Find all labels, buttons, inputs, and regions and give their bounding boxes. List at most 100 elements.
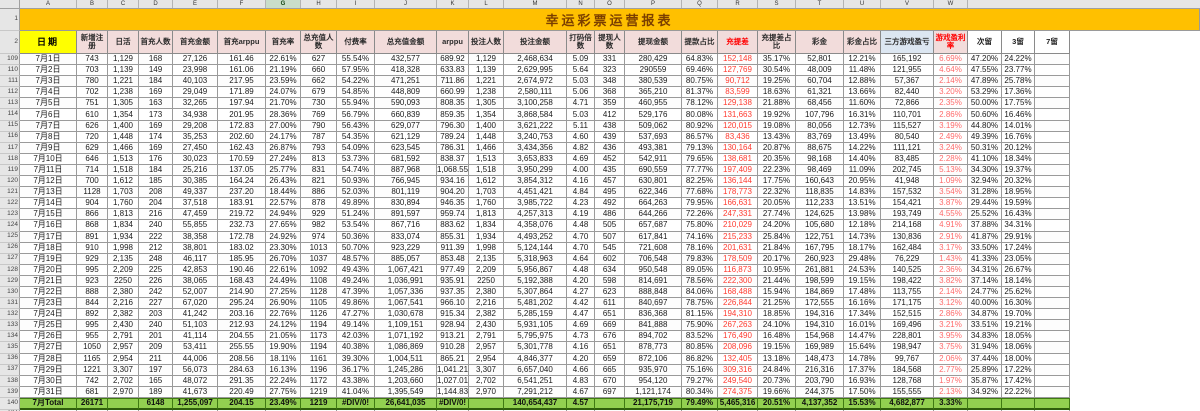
table-row[interactable]: 138 7月30日 742 2,702 165 48,072 291.35 22.24% 117… — [0, 375, 1200, 387]
table-row[interactable]: 131 7月23日 844 2,216 227 67,020 295.24 26.90% 110… — [0, 298, 1200, 310]
row-header-123[interactable]: 123 — [0, 209, 20, 221]
table-row[interactable]: 109 7月1日 743 1,129 168 27,126 161.46 22.61% 627 5… — [0, 54, 1200, 66]
column-header-i[interactable]: I — [337, 0, 375, 8]
table-row[interactable]: 119 7月11日 714 1,518 184 25,216 137.05 25.77% 831… — [0, 164, 1200, 177]
table-row[interactable]: 129 7月21日 923 2250 226 38,065 168.43 24.49% 1108… — [0, 275, 1200, 287]
row-header-115[interactable]: 115 — [0, 120, 20, 132]
row-header-119[interactable]: 119 — [0, 164, 20, 177]
row-header-134[interactable]: 134 — [0, 331, 20, 343]
row-header-132[interactable]: 132 — [0, 309, 20, 321]
row-header-109[interactable]: 109 — [0, 54, 20, 66]
table-row[interactable]: 122 7月14日 904 1,760 204 37,518 183.91 22.57% 878… — [0, 198, 1200, 210]
row-header-138[interactable]: 138 — [0, 375, 20, 387]
column-header-u[interactable]: U — [844, 0, 881, 8]
column-header-b[interactable]: B — [77, 0, 108, 8]
table-row[interactable]: 112 7月4日 702 1,238 169 29,049 171.89 24.07% 679 5… — [0, 87, 1200, 99]
table-row[interactable]: 113 7月5日 751 1,305 163 32,265 197.94 21.70% 730 5… — [0, 98, 1200, 110]
table-row[interactable]: 136 7月28日 1165 2,954 211 44,006 208.56 18.11% 11… — [0, 353, 1200, 365]
row-header-110[interactable]: 110 — [0, 65, 20, 77]
column-header-f[interactable]: F — [218, 0, 266, 8]
column-header-w[interactable]: W — [934, 0, 968, 8]
column-header-g[interactable]: G — [266, 0, 301, 8]
table-row[interactable]: 114 7月6日 610 1,354 173 34,938 201.95 28.36% 769 5… — [0, 109, 1200, 121]
table-row[interactable]: 121 7月13日 1128 1,703 208 49,337 237.20 18.44% 88… — [0, 187, 1200, 199]
row-header-111[interactable]: 111 — [0, 76, 20, 88]
totals-row[interactable]: 140 7月Total 26171 6148 1,255,097 204.15 23.49%… — [0, 397, 1200, 410]
table-row[interactable]: 117 7月9日 629 1,466 169 27,450 162.43 26.87% 793 5… — [0, 142, 1200, 154]
row-header-136[interactable]: 136 — [0, 353, 20, 365]
row-header-129[interactable]: 129 — [0, 275, 20, 287]
row-header-127[interactable]: 127 — [0, 253, 20, 265]
column-header-t[interactable]: T — [796, 0, 844, 8]
table-row[interactable]: 116 7月8日 720 1,448 174 35,253 202.60 24.17% 787 5… — [0, 131, 1200, 143]
row-header-121[interactable]: 121 — [0, 187, 20, 199]
table-row[interactable]: 141 — [0, 409, 1200, 411]
column-header-k[interactable]: K — [437, 0, 469, 8]
column-header-q[interactable]: Q — [682, 0, 718, 8]
cell-r117-c21: 111,121 — [881, 142, 934, 154]
row-header-122[interactable]: 122 — [0, 198, 20, 210]
table-row[interactable]: 134 7月26日 955 2,791 201 41,114 204.55 21.05% 117… — [0, 331, 1200, 343]
table-row[interactable]: 118 7月10日 646 1,513 176 30,023 170.59 27.24% 813… — [0, 153, 1200, 165]
column-header-m[interactable]: M — [504, 0, 567, 8]
row-header-125[interactable]: 125 — [0, 231, 20, 243]
row-header-130[interactable]: 130 — [0, 286, 20, 299]
table-row[interactable]: 137 7月29日 1221 3,307 197 56,073 284.63 16.13% 11… — [0, 364, 1200, 376]
row-header-118[interactable]: 118 — [0, 153, 20, 165]
column-header-j[interactable]: J — [375, 0, 437, 8]
row-header-124[interactable]: 124 — [0, 220, 20, 232]
column-header-s[interactable]: S — [758, 0, 796, 8]
table-row[interactable]: 130 7月22日 888 2,380 242 52,007 214.90 27.25% 112… — [0, 286, 1200, 299]
column-header-h[interactable]: H — [301, 0, 337, 8]
cell-r120-c6: 26.43% — [266, 176, 301, 188]
cell-r116-c20: 13.49% — [844, 131, 881, 143]
column-header-r[interactable]: R — [718, 0, 758, 8]
column-header-c[interactable]: C — [108, 0, 139, 8]
column-header-o[interactable]: O — [595, 0, 625, 8]
column-header-p[interactable]: P — [625, 0, 682, 8]
table-row[interactable]: 133 7月25日 995 2,430 240 51,103 212.93 24.12% 119… — [0, 320, 1200, 332]
column-header-v[interactable]: V — [881, 0, 934, 8]
table-row[interactable]: 123 7月15日 866 1,813 216 47,459 219.72 24.94% 929… — [0, 209, 1200, 221]
row-header-116[interactable]: 116 — [0, 131, 20, 143]
row-header-112[interactable]: 112 — [0, 87, 20, 99]
row-header-128[interactable]: 128 — [0, 264, 20, 276]
table-row[interactable]: 120 7月12日 700 1,612 185 30,385 164.24 26.43% 821… — [0, 176, 1200, 188]
table-row[interactable]: 124 7月16日 868 1,834 240 55,855 232.73 27.65% 982… — [0, 220, 1200, 232]
row-header-139[interactable]: 139 — [0, 386, 20, 398]
cell-r109-c22: 6.69% — [934, 54, 968, 66]
row-header-141[interactable]: 141 — [0, 409, 20, 411]
column-header-e[interactable]: E — [173, 0, 218, 8]
row-header-137[interactable]: 137 — [0, 364, 20, 376]
row-header-114[interactable]: 114 — [0, 109, 20, 121]
row-header-113[interactable]: 113 — [0, 98, 20, 110]
table-row[interactable]: 139 7月31日 681 2,970 189 41,673 220.49 27.75% 121… — [0, 386, 1200, 398]
row-header-140[interactable]: 140 — [0, 397, 20, 410]
row-header-135[interactable]: 135 — [0, 342, 20, 354]
table-row[interactable]: 110 7月2日 703 1,139 149 23,998 161.06 21.19% 660 5… — [0, 65, 1200, 77]
table-row[interactable]: 111 7月3日 780 1,221 184 40,103 217.95 23.59% 662 5… — [0, 76, 1200, 88]
column-header-d[interactable]: D — [139, 0, 173, 8]
cell-r135-c16: 80.85% — [682, 342, 718, 354]
cell-r134-c19: 154,968 — [796, 331, 844, 343]
column-header-l[interactable]: L — [469, 0, 504, 8]
table-row[interactable]: 115 7月7日 626 1,400 169 29,208 172.83 27.00% 790 5… — [0, 120, 1200, 132]
table-row[interactable]: 135 7月27日 1050 2,957 209 53,411 255.55 19.90% 11… — [0, 342, 1200, 354]
column-header-n[interactable]: N — [567, 0, 595, 8]
select-all-corner[interactable] — [0, 0, 20, 8]
cell-r120-c15: 630,801 — [625, 176, 682, 188]
row-header-120[interactable]: 120 — [0, 176, 20, 188]
row-header-1[interactable]: 1 — [0, 9, 20, 31]
table-row[interactable]: 128 7月20日 995 2,209 225 42,853 190.46 22.61% 109… — [0, 264, 1200, 276]
row-header-131[interactable]: 131 — [0, 298, 20, 310]
row-header-2[interactable]: 2 — [0, 31, 20, 54]
row-header-117[interactable]: 117 — [0, 142, 20, 154]
table-row[interactable]: 125 7月17日 891 1,934 222 38,358 172.78 24.92% 974… — [0, 231, 1200, 243]
table-row[interactable]: 126 7月18日 910 1,998 212 38,801 183.02 23.30% 101… — [0, 242, 1200, 254]
table-row[interactable]: 132 7月24日 892 2,382 203 41,242 203.16 22.76% 112… — [0, 309, 1200, 321]
row-header-133[interactable]: 133 — [0, 320, 20, 332]
row-header-126[interactable]: 126 — [0, 242, 20, 254]
column-header-a[interactable]: A — [20, 0, 77, 8]
table-row[interactable]: 127 7月19日 929 2,135 248 46,117 185.95 26.70% 103… — [0, 253, 1200, 265]
